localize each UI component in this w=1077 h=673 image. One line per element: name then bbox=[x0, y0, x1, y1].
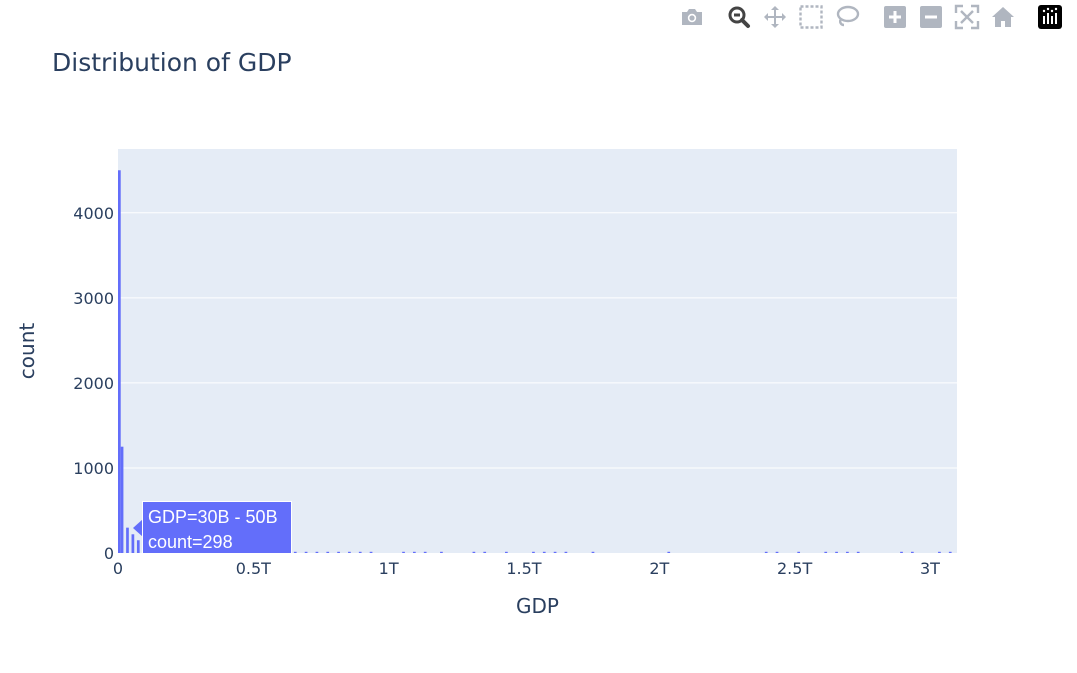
histogram-bar[interactable] bbox=[856, 551, 860, 553]
histogram-bar[interactable] bbox=[304, 551, 308, 553]
histogram-bar[interactable] bbox=[948, 551, 952, 553]
histogram-bar[interactable] bbox=[846, 551, 849, 553]
pan-icon[interactable] bbox=[762, 4, 788, 30]
y-tick-label: 1000 bbox=[73, 459, 114, 478]
x-axis-title: GDP bbox=[516, 594, 559, 618]
histogram-bar[interactable] bbox=[358, 551, 362, 553]
histogram-bar[interactable] bbox=[423, 551, 427, 553]
histogram-bar[interactable] bbox=[402, 551, 405, 553]
histogram-bar[interactable] bbox=[824, 551, 828, 553]
histogram-bar[interactable] bbox=[797, 551, 801, 553]
hover-range-label: GDP=30B - 50B bbox=[148, 507, 278, 527]
histogram-bar[interactable] bbox=[136, 540, 140, 553]
grid-lines bbox=[118, 212, 957, 469]
x-tick-label: 0.5T bbox=[236, 559, 271, 578]
histogram-bar[interactable] bbox=[910, 551, 914, 553]
x-tick-label: 1.5T bbox=[506, 559, 541, 578]
zoom-icon[interactable] bbox=[726, 4, 752, 30]
chart-title: Distribution of GDP bbox=[52, 48, 292, 77]
x-tick-label: 3T bbox=[920, 559, 940, 578]
histogram-bar[interactable] bbox=[591, 551, 595, 553]
y-axis-title: count bbox=[15, 323, 39, 380]
lasso-select-icon[interactable] bbox=[834, 4, 860, 30]
x-tick-label: 2T bbox=[649, 559, 669, 578]
histogram-bar[interactable] bbox=[118, 170, 121, 553]
y-tick-label: 2000 bbox=[73, 374, 114, 393]
histogram-bar[interactable] bbox=[440, 551, 443, 553]
x-tick-label: 0 bbox=[113, 559, 123, 578]
zoom-in-icon[interactable] bbox=[882, 4, 908, 30]
histogram-bar[interactable] bbox=[348, 551, 351, 553]
home-icon[interactable] bbox=[990, 4, 1016, 30]
zoom-out-icon[interactable] bbox=[918, 4, 944, 30]
y-tick-label: 3000 bbox=[73, 289, 114, 308]
histogram-bar[interactable] bbox=[472, 551, 476, 553]
box-select-icon[interactable] bbox=[798, 4, 824, 30]
y-axis-ticks: 0 1000 2000 3000 4000 bbox=[73, 204, 114, 563]
x-axis-ticks: 0 0.5T 1T 1.5T 2T 2.5T 3T bbox=[113, 559, 940, 578]
y-tick-label: 4000 bbox=[73, 204, 114, 223]
histogram-bar[interactable] bbox=[938, 551, 941, 553]
modebar bbox=[679, 4, 1069, 30]
histogram-bar[interactable] bbox=[293, 551, 297, 553]
autoscale-icon[interactable] bbox=[954, 4, 980, 30]
hover-count-label: count=298 bbox=[148, 532, 233, 552]
plot-background[interactable] bbox=[118, 149, 957, 553]
histogram-bar[interactable] bbox=[564, 551, 568, 553]
hover-arrow bbox=[133, 519, 143, 537]
histogram-bar[interactable] bbox=[775, 551, 779, 553]
x-tick-label: 2.5T bbox=[777, 559, 812, 578]
histogram-bar[interactable] bbox=[369, 551, 373, 553]
histogram-bar[interactable] bbox=[483, 551, 487, 553]
plotly-logo-icon[interactable] bbox=[1037, 4, 1063, 30]
histogram-bar[interactable] bbox=[413, 551, 416, 553]
histogram-bar[interactable] bbox=[764, 551, 768, 553]
histogram-bar[interactable] bbox=[532, 551, 535, 553]
histogram-bar[interactable] bbox=[315, 551, 319, 553]
histogram-bar[interactable] bbox=[542, 551, 546, 553]
camera-icon[interactable] bbox=[679, 4, 705, 30]
histogram-bar[interactable] bbox=[126, 527, 129, 553]
histogram-bar[interactable] bbox=[835, 551, 838, 553]
y-tick-label: 0 bbox=[104, 544, 114, 563]
hover-tooltip: GDP=30B - 50B count=298 bbox=[142, 501, 292, 554]
histogram-bar[interactable] bbox=[131, 534, 135, 553]
histogram-bar[interactable] bbox=[337, 551, 340, 553]
histogram-bar[interactable] bbox=[900, 551, 903, 553]
histogram-bar[interactable] bbox=[326, 551, 330, 553]
histogram-bar[interactable] bbox=[505, 551, 508, 553]
histogram-bar[interactable] bbox=[667, 551, 671, 553]
histogram-bar[interactable] bbox=[120, 446, 124, 553]
x-tick-label: 1T bbox=[379, 559, 399, 578]
histogram-bar[interactable] bbox=[553, 551, 557, 553]
